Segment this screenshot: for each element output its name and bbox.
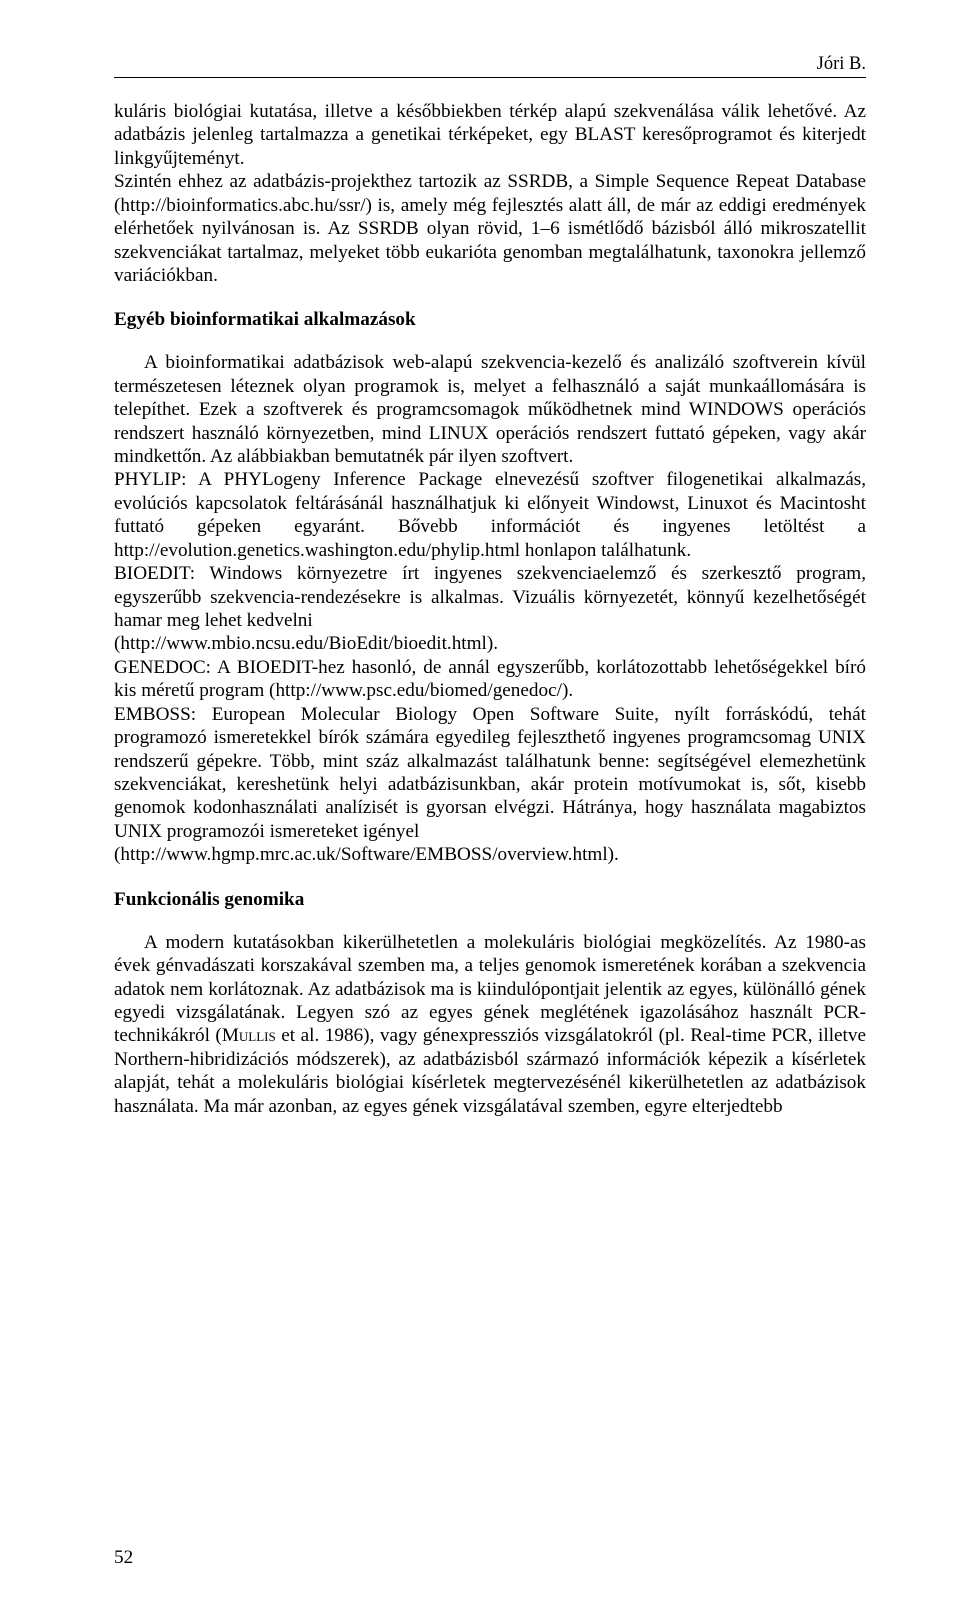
paragraph-genomics: A modern kutatásokban kikerülhetetlen a …	[114, 931, 866, 1118]
paragraph-genedoc: GENEDOC: A BIOEDIT-hez hasonló, de annál…	[114, 656, 866, 703]
paragraph-bioedit-url: (http://www.mbio.ncsu.edu/BioEdit/bioedi…	[114, 632, 866, 655]
page-number: 52	[114, 1547, 133, 1569]
paragraph-intro-apps: A bioinformatikai adatbázisok web-alapú …	[114, 351, 866, 468]
paragraph-emboss: EMBOSS: European Molecular Biology Open …	[114, 703, 866, 844]
paragraph-emboss-url: (http://www.hgmp.mrc.ac.uk/Software/EMBO…	[114, 843, 866, 866]
section-heading-other-apps: Egyéb bioinformatikai alkalmazások	[114, 309, 866, 331]
header-rule	[114, 77, 866, 78]
paragraph-ssrdb: Szintén ehhez az adatbázis-projekthez ta…	[114, 170, 866, 287]
running-head: Jóri B.	[114, 54, 866, 75]
page-container: Jóri B. kuláris biológiai kutatása, ille…	[0, 0, 960, 1605]
paragraph-continuation: kuláris biológiai kutatása, illetve a ké…	[114, 100, 866, 170]
author-mullis: Mullis	[222, 1025, 276, 1046]
section-heading-genomics: Funkcionális genomika	[114, 889, 866, 911]
paragraph-bioedit: BIOEDIT: Windows környezetre írt ingyene…	[114, 562, 866, 632]
paragraph-phylip: PHYLIP: A PHYLogeny Inference Package el…	[114, 468, 866, 562]
